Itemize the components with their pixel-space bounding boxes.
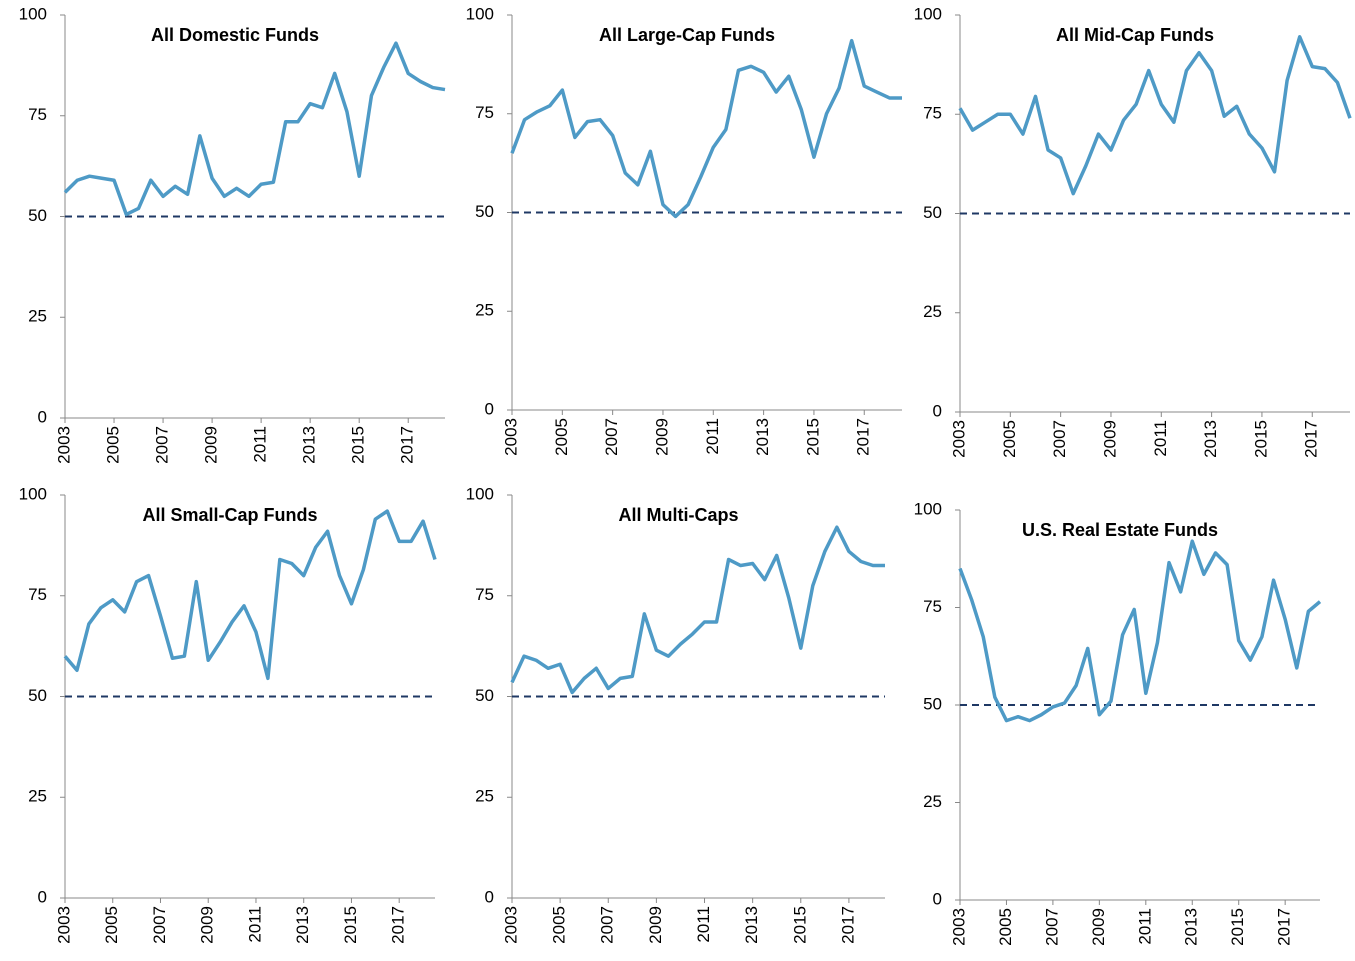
data-line: [510, 38, 902, 219]
x-tick-label: 2009: [1089, 908, 1108, 946]
x-tick-label: 2009: [1100, 420, 1119, 458]
x-tick-label: 2013: [293, 906, 312, 944]
panel-title: All Mid-Cap Funds: [1056, 25, 1214, 45]
y-tick-label: 25: [923, 302, 942, 321]
x-tick-label: 2017: [398, 426, 417, 464]
y-tick-label: 75: [475, 585, 494, 604]
panel: 0 25 50 75 100 2003 2005 2007 2009 2011 2013 2015 20…: [466, 484, 885, 944]
x-tick-label: 2003: [54, 426, 73, 464]
y-tick-label: 100: [914, 499, 942, 518]
data-line: [63, 509, 437, 681]
y-tick-label: 100: [19, 484, 47, 503]
y-tick-label: 50: [475, 686, 494, 705]
x-tick-label: 2003: [949, 908, 968, 946]
x-tick-label: 2003: [501, 906, 520, 944]
y-tick-label: 25: [475, 787, 494, 806]
y-tick-label: 0: [933, 889, 942, 908]
panel-title: All Large-Cap Funds: [599, 25, 775, 45]
panel: 0 25 50 75 100 2003 2005 2007 2009 2011 2013 2015 20…: [466, 4, 902, 456]
x-tick-label: 2005: [552, 418, 571, 456]
y-tick-label: 25: [923, 792, 942, 811]
y-tick-label: 75: [475, 103, 494, 122]
x-tick-label: 2005: [104, 426, 123, 464]
x-tick-label: 2015: [803, 418, 822, 456]
x-tick-label: 2017: [1302, 420, 1321, 458]
y-tick-label: 0: [38, 887, 47, 906]
x-tick-label: 2013: [1182, 908, 1201, 946]
y-tick-label: 25: [28, 787, 47, 806]
x-tick-label: 2017: [854, 418, 873, 456]
x-tick-label: 2007: [1050, 420, 1069, 458]
panel: 0 25 50 75 100 2003 2005 2007 2009 2011 2013 2015 20…: [914, 4, 1352, 458]
y-tick-label: 100: [19, 4, 47, 23]
x-tick-label: 2013: [1201, 420, 1220, 458]
x-tick-label: 2005: [102, 906, 121, 944]
x-tick-label: 2009: [198, 906, 217, 944]
x-tick-label: 2011: [245, 906, 264, 943]
x-tick-label: 2009: [202, 426, 221, 464]
y-tick-label: 75: [923, 104, 942, 123]
x-tick-label: 2003: [501, 418, 520, 456]
panel-title: U.S. Real Estate Funds: [1022, 520, 1218, 540]
y-tick-label: 50: [475, 202, 494, 221]
x-tick-label: 2007: [150, 906, 169, 944]
x-tick-label: 2007: [153, 426, 172, 464]
x-tick-label: 2015: [1228, 908, 1247, 946]
x-tick-label: 2011: [1135, 908, 1154, 945]
y-tick-label: 0: [485, 399, 494, 418]
y-tick-label: 50: [923, 694, 942, 713]
panel: 0 25 50 75 100 2003 2005 2007 2009 2011 2013 2015 20…: [19, 484, 437, 944]
panel: 0 25 50 75 100 2003 2005 2007 2009 2011 2013 2015 20…: [914, 499, 1322, 946]
y-tick-label: 25: [28, 307, 47, 326]
x-tick-label: 2007: [598, 906, 617, 944]
x-tick-label: 2015: [341, 906, 360, 944]
x-tick-label: 2017: [389, 906, 408, 944]
x-tick-label: 2009: [646, 906, 665, 944]
x-tick-label: 2013: [742, 906, 761, 944]
x-tick-label: 2011: [694, 906, 713, 943]
x-tick-label: 2013: [753, 418, 772, 456]
data-line: [510, 525, 885, 695]
x-tick-label: 2003: [949, 420, 968, 458]
x-tick-label: 2009: [652, 418, 671, 456]
data-line: [63, 41, 446, 217]
x-tick-label: 2017: [1275, 908, 1294, 946]
x-tick-label: 2005: [550, 906, 569, 944]
x-tick-label: 2007: [602, 418, 621, 456]
panel-title: All Multi-Caps: [619, 505, 739, 525]
y-tick-label: 50: [28, 206, 47, 225]
x-tick-label: 2015: [349, 426, 368, 464]
y-tick-label: 50: [923, 203, 942, 222]
panel: 0 25 50 75 100 2003 2005 2007 2009 2011 2013 2015 20…: [19, 4, 446, 464]
y-tick-label: 100: [466, 484, 494, 503]
x-tick-label: 2017: [838, 906, 857, 944]
y-tick-label: 0: [485, 887, 494, 906]
y-tick-label: 25: [475, 301, 494, 320]
data-line: [958, 539, 1322, 723]
x-tick-label: 2011: [703, 418, 722, 455]
x-tick-label: 2005: [1000, 420, 1019, 458]
y-tick-label: 0: [38, 407, 47, 426]
x-tick-label: 2003: [54, 906, 73, 944]
x-tick-label: 2007: [1042, 908, 1061, 946]
y-tick-label: 50: [28, 686, 47, 705]
x-tick-label: 2015: [790, 906, 809, 944]
y-tick-label: 75: [923, 597, 942, 616]
x-tick-label: 2013: [300, 426, 319, 464]
y-tick-label: 100: [914, 4, 942, 23]
x-tick-label: 2011: [251, 426, 270, 463]
x-tick-label: 2011: [1151, 420, 1170, 457]
data-line: [958, 35, 1352, 196]
y-tick-label: 75: [28, 585, 47, 604]
panel-title: All Domestic Funds: [151, 25, 319, 45]
panel-title: All Small-Cap Funds: [142, 505, 317, 525]
x-tick-label: 2015: [1251, 420, 1270, 458]
y-tick-label: 0: [933, 401, 942, 420]
y-tick-label: 75: [28, 105, 47, 124]
x-tick-label: 2005: [996, 908, 1015, 946]
y-tick-label: 100: [466, 4, 494, 23]
